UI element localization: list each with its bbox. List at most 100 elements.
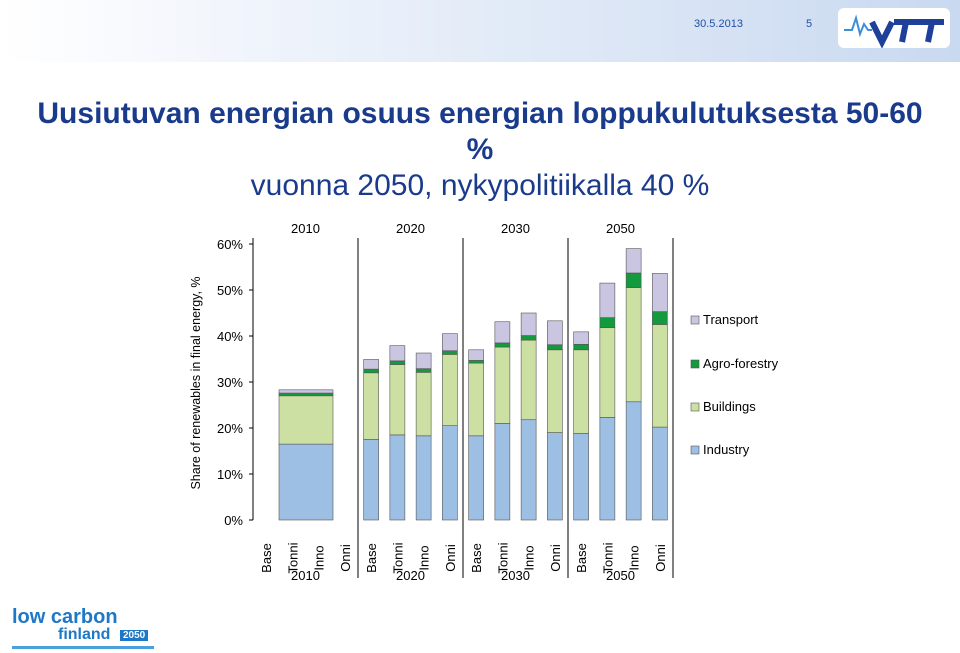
bar-segment-industry	[652, 426, 668, 521]
bar-segment-agro-forestry	[415, 368, 432, 373]
bar-segment-transport	[389, 345, 406, 362]
bar-segment-buildings	[442, 354, 458, 426]
title-line-2: vuonna 2050, nykypolitiikalla 40 %	[250, 169, 710, 202]
bar-segment-industry	[573, 433, 589, 521]
scenario-label: Onni	[653, 544, 668, 572]
bar-segment-buildings	[652, 324, 668, 428]
legend-label: Industry	[703, 442, 750, 457]
bar-segment-transport	[363, 359, 379, 370]
scenario-label: Base	[259, 543, 274, 573]
bar-segment-transport	[599, 282, 616, 318]
bar-segment-agro-forestry	[625, 272, 642, 289]
bar-segment-transport	[278, 389, 334, 394]
bar-segment-agro-forestry	[278, 392, 334, 397]
bar-segment-agro-forestry	[363, 368, 379, 374]
title-line-1: Uusiutuvan energian osuus energian loppu…	[37, 97, 923, 166]
bar-segment-buildings	[520, 339, 537, 421]
scenario-label: Onni	[548, 544, 563, 572]
bar-segment-industry	[389, 434, 406, 521]
legend-label: Transport	[703, 312, 759, 327]
page-title: Uusiutuvan energian osuus energian loppu…	[20, 96, 940, 204]
bar-segment-transport	[494, 321, 511, 344]
bar-segment-agro-forestry	[468, 360, 484, 364]
legend-swatch	[690, 359, 700, 369]
bar-segment-transport	[442, 333, 458, 352]
low-carbon-finland-logo: low carbon finland 2050	[12, 606, 162, 650]
scenario-label: Base	[364, 543, 379, 573]
bar-segment-industry	[494, 423, 511, 521]
y-axis-title: Share of renewables in final energy, %	[189, 276, 203, 489]
y-tick-label: 30%	[217, 375, 243, 390]
y-tick-label: 50%	[217, 283, 243, 298]
scenario-label: Tonni	[495, 542, 510, 573]
bar-segment-transport	[625, 248, 642, 274]
bar-segment-transport	[573, 331, 589, 345]
y-tick-label: 0%	[224, 513, 243, 528]
renewables-share-chart: 0% 10% 20% 30% 40% 50% 60% Share of renewables …	[189, 221, 779, 583]
bar-segment-agro-forestry	[573, 343, 589, 351]
y-tick-label: 10%	[217, 467, 243, 482]
vtt-logo	[838, 8, 950, 48]
scenario-label: Onni	[443, 544, 458, 572]
bar-segment-agro-forestry	[442, 350, 458, 355]
group-year-label-top: 2050	[606, 221, 635, 236]
bar-segment-agro-forestry	[599, 317, 616, 329]
y-tick-label: 60%	[217, 237, 243, 252]
legend-label: Buildings	[703, 399, 756, 414]
scenario-label: Tonni	[285, 542, 300, 573]
scenario-label: Onni	[338, 544, 353, 572]
page-number: 5	[806, 18, 813, 30]
bar-segment-buildings	[599, 327, 616, 418]
bar-segment-industry	[625, 401, 642, 521]
group-year-label-top: 2020	[396, 221, 425, 236]
group-year-label-bottom: 2020	[396, 568, 425, 583]
legend-swatch	[690, 315, 700, 325]
scenario-label: Inno	[522, 545, 537, 570]
vtt-logo-icon	[844, 14, 944, 48]
group-year-label-bottom: 2010	[291, 568, 320, 583]
logo-line-1: low carbon	[12, 606, 118, 628]
scenario-label: Inno	[312, 545, 327, 570]
group-year-label-top: 2010	[291, 221, 320, 236]
legend-swatch	[690, 445, 700, 455]
group-year-label-top: 2030	[501, 221, 530, 236]
logo-year: 2050	[120, 630, 149, 641]
scenario-label: Base	[574, 543, 589, 573]
bar-segment-transport	[520, 312, 537, 336]
bar-segment-industry	[599, 417, 616, 521]
group-year-label-bottom: 2050	[606, 568, 635, 583]
group-year-label-bottom: 2030	[501, 568, 530, 583]
bar-segment-agro-forestry	[652, 311, 668, 325]
bar-segment-buildings	[363, 372, 379, 440]
scenario-label: Inno	[417, 545, 432, 570]
scenario-label: Base	[469, 543, 484, 573]
bar-segment-transport	[468, 349, 484, 361]
header-band	[0, 0, 960, 62]
bar-segment-industry	[520, 419, 537, 521]
header-date: 30.5.2013	[694, 18, 743, 30]
scenario-label: Inno	[627, 545, 642, 570]
bar-segment-industry	[363, 439, 379, 521]
bar-segment-buildings	[547, 349, 563, 433]
bar-segment-agro-forestry	[494, 342, 511, 348]
bar-segment-buildings	[278, 395, 334, 445]
bar-segment-transport	[652, 273, 668, 312]
bar-segment-buildings	[468, 362, 484, 437]
y-tick-label: 40%	[217, 329, 243, 344]
bar-segment-buildings	[415, 372, 432, 437]
bar-segment-industry	[468, 435, 484, 521]
bar-segment-industry	[278, 443, 334, 521]
scenario-label: Tonni	[600, 542, 615, 573]
logo-underline	[12, 646, 154, 649]
bar-segment-industry	[415, 435, 432, 521]
bar-segment-agro-forestry	[520, 335, 537, 341]
bar-segment-transport	[547, 320, 563, 346]
bar-segment-transport	[415, 352, 432, 369]
bar-segment-industry	[547, 432, 563, 521]
legend-swatch	[690, 402, 700, 412]
bar-segment-agro-forestry	[389, 360, 406, 365]
y-tick-label: 20%	[217, 421, 243, 436]
bar-segment-industry	[442, 425, 458, 521]
bar-segment-buildings	[625, 287, 642, 403]
bar-segment-buildings	[389, 364, 406, 436]
